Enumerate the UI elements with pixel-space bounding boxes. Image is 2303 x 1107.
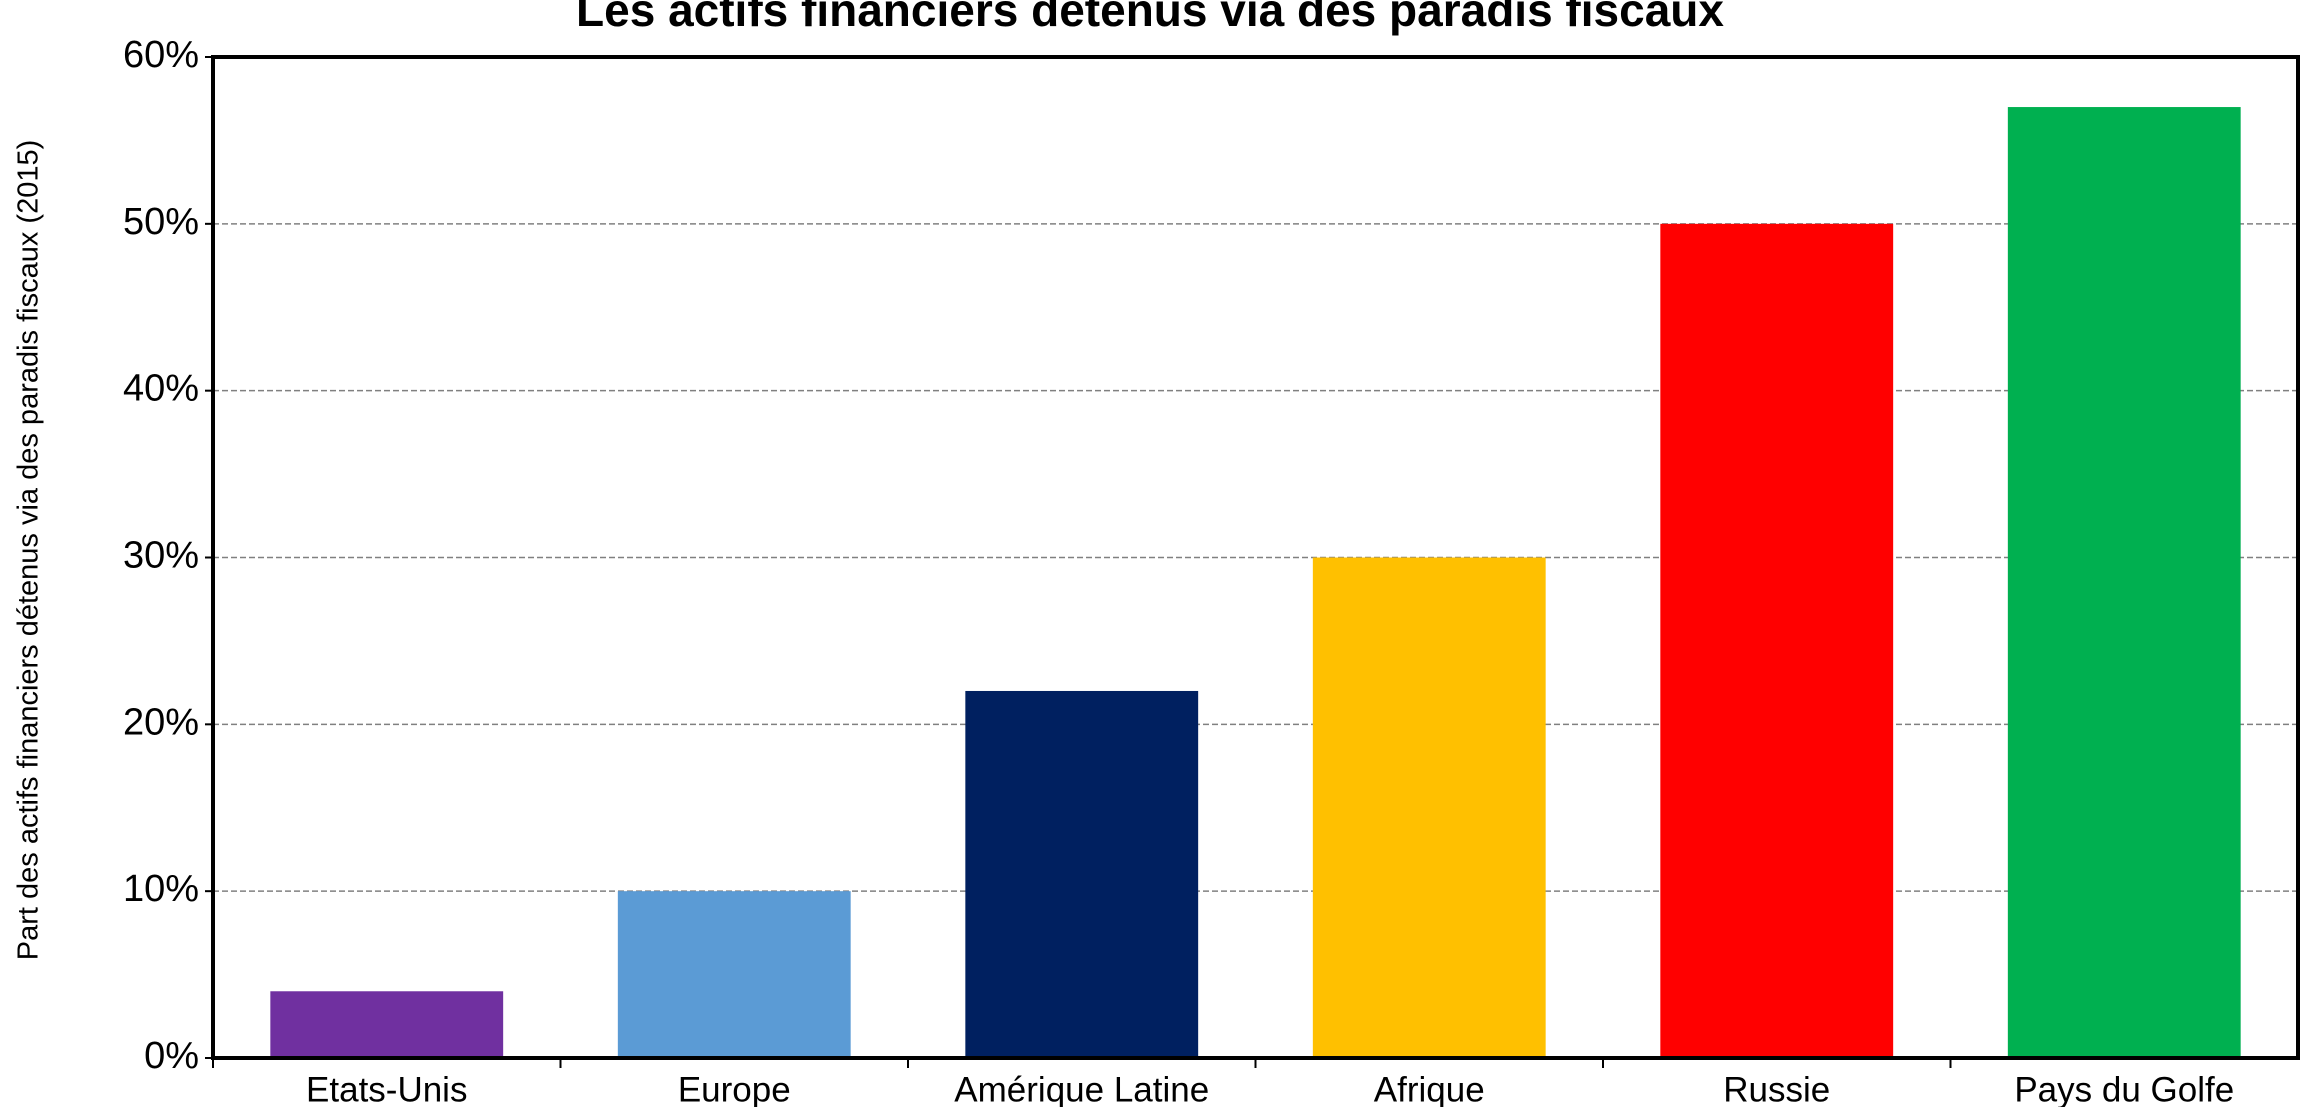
bar xyxy=(270,991,504,1058)
plot-frame xyxy=(211,55,2300,1060)
bar xyxy=(965,690,1199,1058)
y-axis-label: Part des actifs financiers détenus via d… xyxy=(13,140,45,960)
y-tick-label: 30% xyxy=(123,535,199,577)
y-tick-label: 50% xyxy=(123,201,199,243)
x-tick-label: Russie xyxy=(1723,1070,1830,1107)
x-tick-label: Pays du Golfe xyxy=(2014,1070,2234,1107)
x-tick-label: Amérique Latine xyxy=(954,1070,1209,1107)
bar xyxy=(2007,107,2241,1059)
x-tick-label: Afrique xyxy=(1374,1070,1485,1107)
y-tick-label: 20% xyxy=(123,701,199,743)
y-tick-label: 60% xyxy=(123,34,199,76)
bar xyxy=(1660,223,1894,1059)
y-tick-label: 40% xyxy=(123,368,199,410)
bar xyxy=(617,891,851,1058)
x-tick-label: Etats-Unis xyxy=(306,1070,467,1107)
y-tick-label: 0% xyxy=(144,1035,199,1077)
x-tick-label: Europe xyxy=(678,1070,791,1107)
chart-title: Les actifs financiers détenus via des pa… xyxy=(576,0,1724,36)
y-tick-label: 10% xyxy=(123,868,199,910)
bar xyxy=(1312,557,1546,1058)
